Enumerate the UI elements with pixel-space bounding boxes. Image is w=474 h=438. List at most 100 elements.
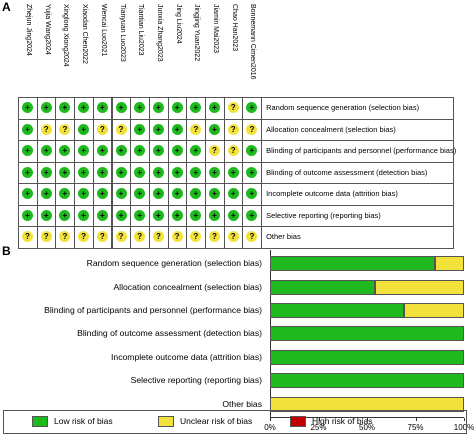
low-risk-dot: + (152, 166, 164, 178)
low-risk-dot: + (59, 166, 71, 178)
low-risk-dot: + (134, 166, 146, 178)
study-name: Zhejun Jing2024 (25, 4, 32, 56)
summary-cell: + (242, 97, 263, 120)
unclear-risk-dot: ? (246, 231, 258, 242)
low-risk-dot: + (152, 209, 164, 221)
legend-swatch (158, 416, 174, 428)
summary-cell: + (74, 204, 94, 227)
low-risk-dot: + (209, 188, 220, 199)
study-name: Bonnemann Cimen2016 (249, 4, 257, 80)
study-name: Tiantian Liu2023 (137, 4, 145, 56)
low-risk-dot: + (246, 166, 258, 178)
x-tick-label: 100% (453, 422, 474, 432)
low-risk-dot: + (134, 209, 146, 221)
low-risk-dot: + (246, 102, 258, 113)
legend-swatch (290, 416, 306, 428)
domain-label: Blinding of outcome assessment (detectio… (266, 167, 428, 177)
low-risk-dot: + (22, 145, 33, 156)
study-name: Wencai Luo2021 (99, 4, 107, 57)
summary-cell: + (74, 97, 94, 120)
unclear-risk-dot: ? (96, 231, 108, 242)
unclear-risk-dot: ? (22, 231, 33, 242)
summary-cell: + (74, 118, 94, 141)
x-tick-label: 0% (264, 422, 276, 432)
panel-b-label: B (2, 244, 11, 258)
low-risk-dot: + (78, 188, 90, 199)
study-name: Tianyuan Luo2023 (118, 4, 126, 62)
summary-cell: ? (205, 140, 225, 163)
low-risk-dot: + (96, 188, 108, 199)
low-risk-dot: + (59, 209, 71, 221)
summary-cell: + (242, 183, 263, 206)
summary-cell: + (55, 140, 76, 163)
low-risk-dot: + (246, 145, 258, 156)
unclear-risk-dot: ? (227, 145, 239, 156)
unclear-risk-dot: ? (59, 231, 71, 242)
unclear-risk-dot: ? (152, 231, 164, 242)
summary-cell: + (223, 183, 244, 206)
bar-segment (270, 326, 464, 342)
low-risk-dot: + (96, 166, 108, 178)
summary-cell: + (36, 140, 57, 163)
summary-cell: ? (223, 226, 244, 249)
low-risk-dot: + (152, 102, 164, 113)
low-risk-dot: + (22, 123, 33, 135)
summary-cell: + (18, 161, 38, 184)
summary-cell: + (55, 183, 76, 206)
low-risk-dot: + (171, 166, 183, 178)
summary-cell: + (36, 161, 57, 184)
study-name: Jiamin Mai2023 (212, 4, 219, 54)
domain-label: Allocation concealment (selection bias) (266, 124, 396, 134)
summary-cell: + (167, 140, 188, 163)
summary-cell: + (111, 161, 132, 184)
legend-swatch (32, 416, 48, 428)
summary-cell: + (205, 204, 225, 227)
summary-cell: + (186, 97, 206, 120)
x-tick-label: 25% (310, 422, 327, 432)
low-risk-dot: + (171, 188, 183, 199)
study-name: Junxia Zhang2023 (155, 4, 163, 62)
domain-label: Incomplete outcome data (attrition bias) (266, 189, 398, 198)
low-risk-dot: + (209, 123, 220, 135)
summary-cell: + (36, 204, 57, 227)
summary-cell: + (167, 183, 188, 206)
low-risk-dot: + (40, 102, 52, 113)
x-tick-mark (464, 417, 465, 421)
summary-cell: ? (223, 97, 244, 120)
legend-label: Low risk of bias (54, 416, 113, 426)
summary-cell: + (18, 140, 38, 163)
summary-cell: + (111, 97, 132, 120)
study-name: Chao Han2023 (230, 4, 238, 52)
summary-cell: + (130, 183, 150, 206)
summary-cell: + (205, 183, 225, 206)
unclear-risk-dot: ? (227, 102, 239, 113)
domain-label: Random sequence generation (selection bi… (266, 103, 420, 112)
summary-cell: + (167, 204, 188, 227)
summary-cell: + (18, 183, 38, 206)
low-risk-dot: + (227, 188, 239, 199)
legend-item: Unclear risk of bias (158, 416, 252, 428)
unclear-risk-dot: ? (115, 231, 127, 242)
unclear-risk-dot: ? (40, 231, 52, 242)
legend-item: Low risk of bias (32, 416, 113, 428)
summary-cell: ? (111, 118, 132, 141)
summary-cell: ? (92, 118, 113, 141)
low-risk-dot: + (134, 145, 146, 156)
summary-cell: + (148, 161, 169, 184)
low-risk-dot: + (22, 166, 33, 178)
summary-cell: + (148, 118, 169, 141)
summary-cell: + (148, 183, 169, 206)
bar-category-label: Other bias (222, 398, 262, 409)
low-risk-dot: + (40, 188, 52, 199)
low-risk-dot: + (115, 166, 127, 178)
low-risk-dot: + (190, 166, 202, 178)
bar-category-label: Allocation concealment (selection bias) (113, 281, 262, 292)
summary-cell: + (130, 204, 150, 227)
summary-cell: ? (130, 226, 150, 249)
summary-cell: + (167, 97, 188, 120)
summary-cell: + (36, 97, 57, 120)
bar-segment (434, 256, 464, 272)
low-risk-dot: + (59, 145, 71, 156)
low-risk-dot: + (246, 188, 258, 199)
domain-label: Blinding of participants and personnel (… (266, 146, 457, 155)
